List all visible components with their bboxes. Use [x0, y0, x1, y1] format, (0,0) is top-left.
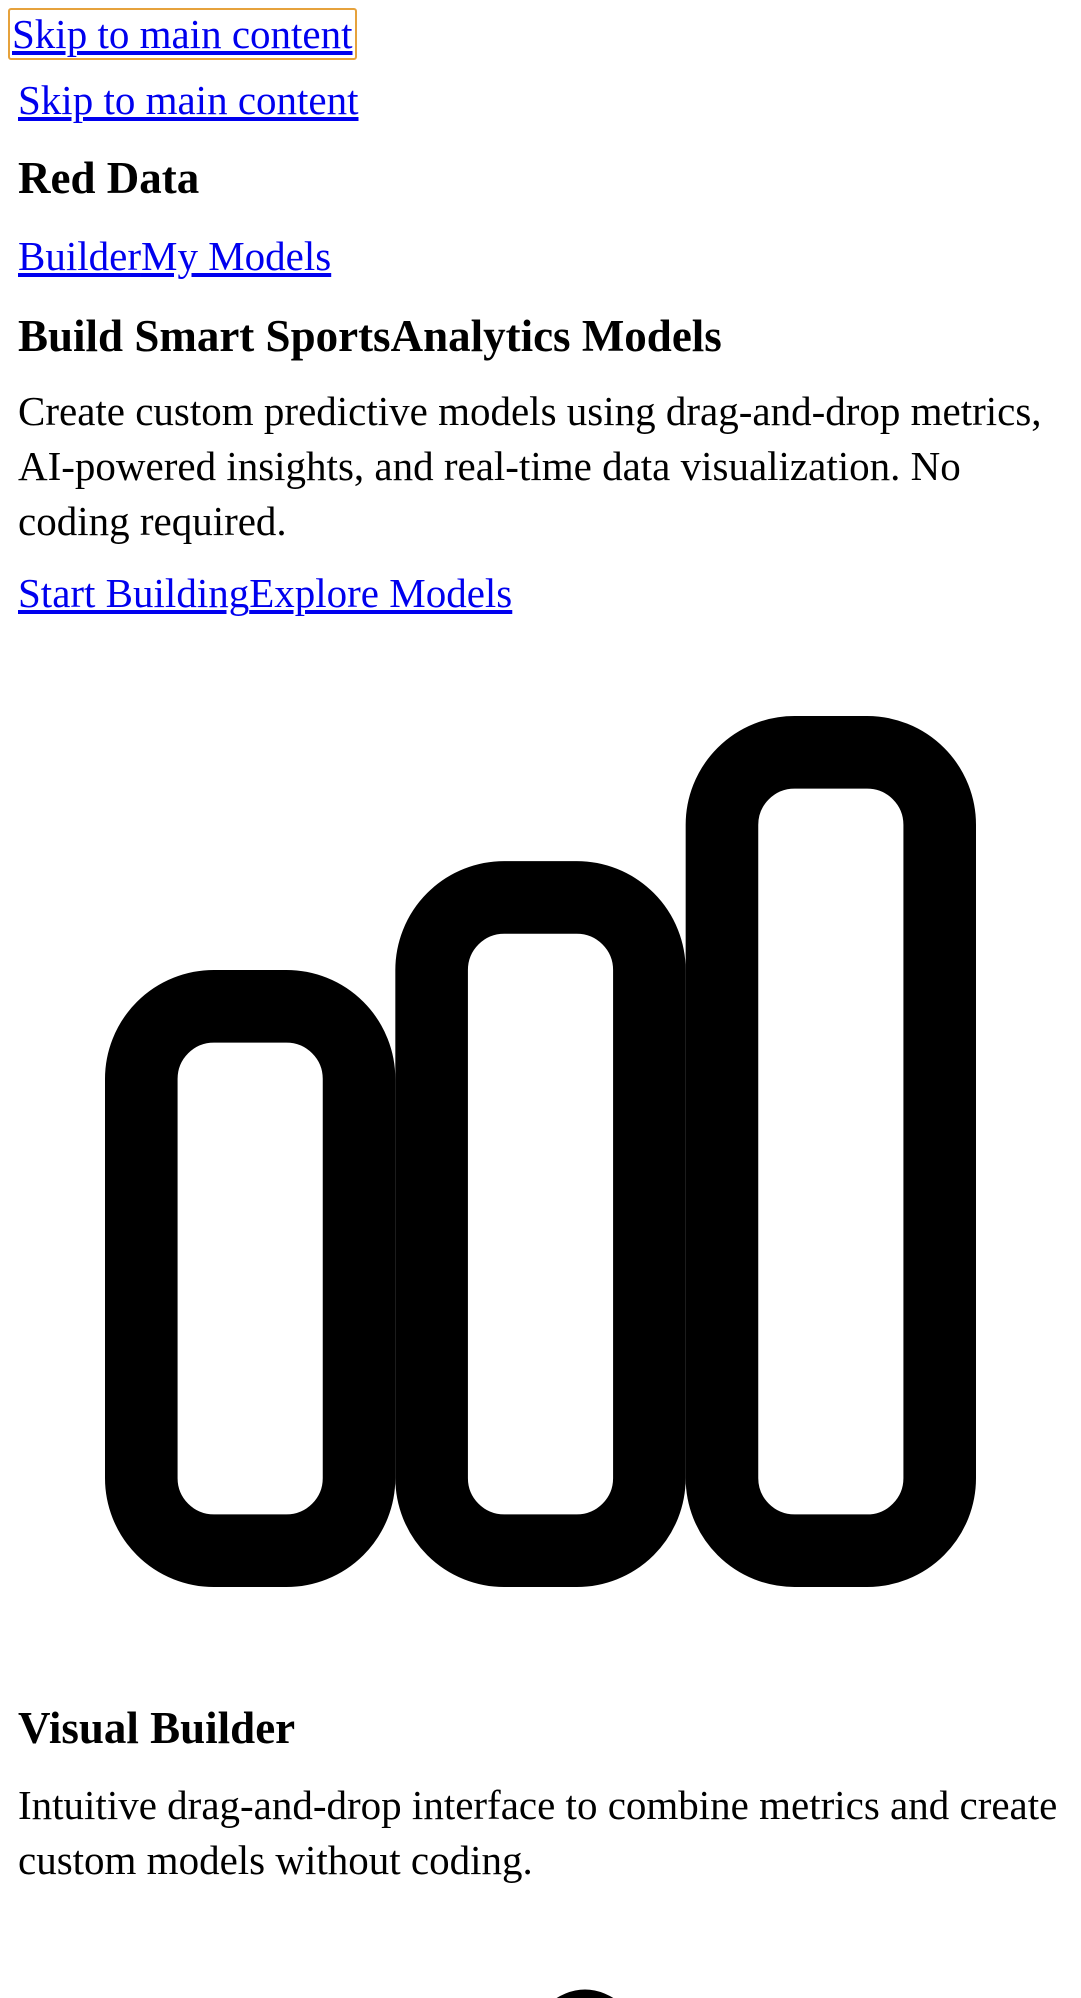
page-content: Skip to main content Red Data BuilderMy …	[18, 72, 1068, 621]
bar-chart-icon	[105, 716, 976, 1587]
nav-builder-link[interactable]: Builder	[18, 233, 141, 279]
nav-my-models-link[interactable]: My Models	[140, 233, 332, 279]
start-building-link[interactable]: Start Building	[18, 570, 250, 616]
explore-models-link[interactable]: Explore Models	[249, 570, 513, 616]
feature-icon-partial	[556, 1989, 614, 1998]
skip-to-main-link[interactable]: Skip to main content	[18, 77, 359, 123]
skip-to-main-link-focused[interactable]: Skip to main content	[8, 8, 357, 60]
main-nav: BuilderMy Models	[18, 228, 1068, 284]
hero-title: Build Smart SportsAnalytics Models	[18, 311, 722, 361]
feature-description-visual-builder: Intuitive drag-and-drop interface to com…	[18, 1782, 1058, 1883]
hero-description: Create custom predictive models using dr…	[18, 388, 1042, 544]
hero-cta-group: Start BuildingExplore Models	[18, 565, 1068, 621]
feature-title-visual-builder: Visual Builder	[18, 1703, 296, 1753]
brand-title: Red Data	[18, 153, 200, 203]
